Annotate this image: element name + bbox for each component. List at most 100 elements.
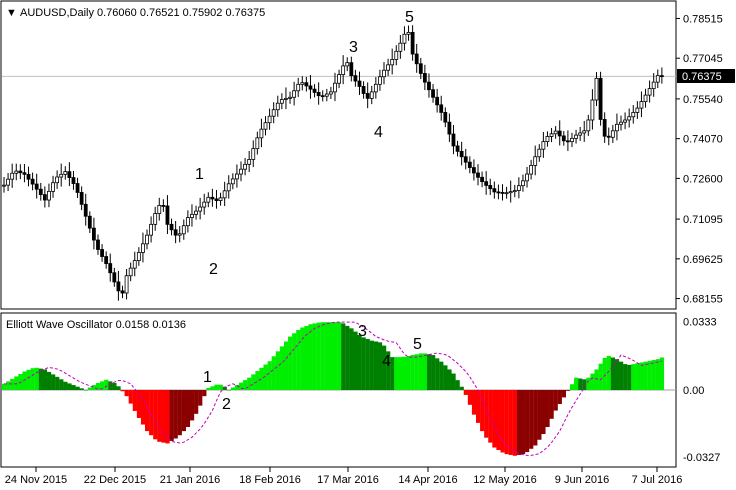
oscillator-bar bbox=[124, 390, 129, 397]
candle-body bbox=[153, 213, 158, 225]
oscillator-tick-label: 0.0333 bbox=[683, 317, 717, 329]
candle-body bbox=[75, 183, 80, 193]
candle-body bbox=[476, 172, 480, 178]
oscillator-bar bbox=[353, 331, 358, 390]
oscillator-bar bbox=[382, 345, 387, 390]
oscillator-bar bbox=[22, 371, 27, 390]
candle-body bbox=[382, 69, 386, 78]
candle-body bbox=[447, 121, 452, 135]
oscillator-bar bbox=[451, 373, 456, 390]
oscillator-bar bbox=[243, 380, 248, 390]
oscillator-bar bbox=[443, 365, 448, 390]
oscillator-bar bbox=[230, 387, 236, 390]
oscillator-bar bbox=[214, 384, 219, 390]
candle-body bbox=[484, 181, 489, 186]
candle-body bbox=[181, 225, 186, 235]
candle-body bbox=[565, 140, 570, 143]
candle-body bbox=[194, 210, 198, 215]
oscillator-bar bbox=[128, 390, 133, 404]
chart-menu-arrow-icon[interactable]: ▼ bbox=[6, 7, 17, 19]
oscillator-bar bbox=[574, 377, 579, 390]
candle-body bbox=[467, 161, 472, 168]
oscillator-bar bbox=[594, 369, 599, 390]
candle-body bbox=[30, 178, 35, 185]
oscillator-bar bbox=[631, 364, 636, 390]
oscillator-bar bbox=[504, 390, 509, 455]
oscillator-bar bbox=[639, 362, 644, 390]
candle-body bbox=[643, 94, 648, 103]
candle-body bbox=[267, 115, 272, 124]
oscillator-bar bbox=[100, 381, 105, 390]
oscillator-bar bbox=[206, 387, 211, 390]
oscillator-bar bbox=[332, 322, 338, 390]
time-tick-label: 7 Jul 2016 bbox=[632, 474, 683, 486]
oscillator-bar bbox=[582, 379, 587, 390]
wave-label-main-1: 1 bbox=[195, 166, 204, 183]
oscillator-bar bbox=[533, 390, 538, 446]
candle-body bbox=[655, 75, 660, 83]
wave-label-osc-5: 5 bbox=[413, 336, 422, 353]
candle-body bbox=[42, 194, 47, 201]
oscillator-bar bbox=[251, 374, 256, 390]
candle-body bbox=[394, 50, 399, 60]
oscillator-bar bbox=[529, 390, 534, 449]
price-axis: 0.78515 0.77045 0.75540 0.74070 0.72600 0.710… bbox=[676, 13, 723, 306]
oscillator-bar bbox=[406, 355, 411, 390]
oscillator-bar bbox=[296, 329, 301, 390]
candle-body bbox=[300, 82, 305, 85]
candle-body bbox=[71, 177, 76, 184]
oscillator-tick-label: -0.0327 bbox=[683, 452, 720, 464]
oscillator-bar bbox=[185, 390, 191, 427]
wave-label-osc-3: 3 bbox=[358, 323, 367, 340]
candle-body bbox=[230, 178, 235, 185]
time-axis: 24 Nov 2015 22 Dec 2015 21 Jan 2016 18 Feb … bbox=[5, 467, 683, 486]
oscillator-bar bbox=[537, 390, 542, 440]
wave-label-main-3: 3 bbox=[349, 39, 358, 56]
oscillator-bar bbox=[263, 364, 268, 390]
symbol-line: AUDUSD,Daily 0.76060 0.76521 0.75902 0.7… bbox=[20, 7, 265, 19]
candle-body bbox=[406, 31, 411, 35]
oscillator-bar bbox=[67, 383, 72, 390]
oscillator-bar bbox=[95, 383, 101, 390]
oscillator-bar bbox=[553, 390, 558, 411]
candle-body bbox=[537, 148, 542, 158]
oscillator-plot[interactable] bbox=[2, 321, 676, 456]
oscillator-bar bbox=[651, 359, 656, 390]
oscillator-bar bbox=[369, 340, 374, 390]
candle-body bbox=[369, 91, 374, 99]
oscillator-bar bbox=[435, 358, 440, 390]
oscillator-bar bbox=[341, 323, 346, 390]
oscillator-bar bbox=[398, 357, 403, 390]
price-tick-label: 0.69625 bbox=[683, 254, 723, 266]
main-price-plot[interactable] bbox=[2, 25, 676, 301]
oscillator-bar bbox=[386, 351, 391, 390]
oscillator-bar bbox=[112, 383, 117, 390]
candle-body bbox=[116, 281, 121, 292]
current-price-badge bbox=[677, 69, 735, 83]
oscillator-bar bbox=[2, 383, 7, 390]
candle-body bbox=[365, 93, 370, 99]
candle-body bbox=[619, 121, 623, 125]
candle-body bbox=[259, 128, 264, 139]
candle-body bbox=[190, 213, 194, 218]
candle-body bbox=[631, 112, 636, 118]
indicator-title: Elliott Wave Oscillator 0.0158 0.0136 bbox=[6, 319, 186, 331]
candle-body bbox=[418, 63, 423, 74]
candle-body bbox=[357, 80, 362, 87]
candle-body bbox=[288, 96, 292, 99]
candle-body bbox=[308, 85, 313, 90]
candle-body bbox=[590, 99, 595, 121]
oscillator-bar bbox=[161, 390, 166, 443]
candle-body bbox=[145, 234, 149, 245]
candle-body bbox=[22, 172, 27, 175]
oscillator-bar bbox=[30, 368, 35, 390]
oscillator-bar bbox=[431, 355, 436, 390]
candle-body bbox=[586, 119, 591, 132]
price-tick-label: 0.72600 bbox=[683, 173, 723, 185]
candle-body bbox=[38, 188, 43, 196]
candle-body bbox=[198, 206, 203, 212]
candle-body bbox=[361, 86, 366, 94]
candle-body bbox=[316, 92, 321, 97]
oscillator-bar bbox=[140, 390, 146, 425]
